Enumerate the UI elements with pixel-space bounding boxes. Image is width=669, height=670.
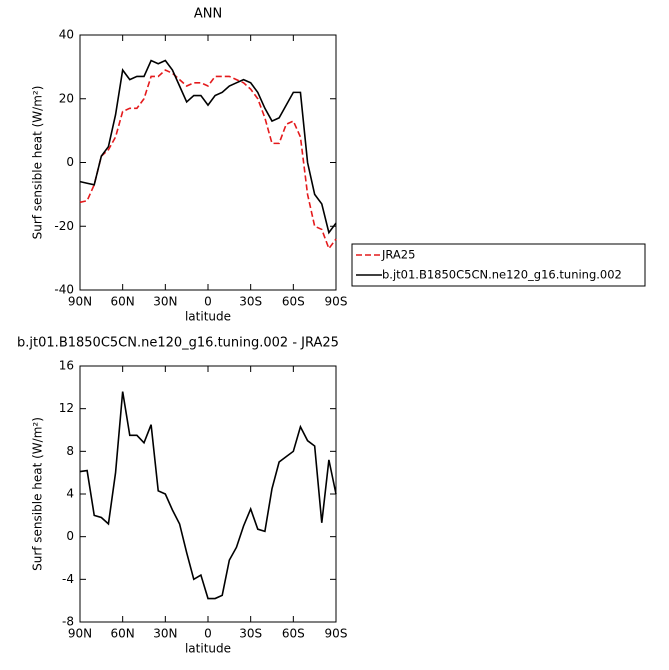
- x-tick-label: 60S: [282, 627, 305, 641]
- x-tick-label: 0: [204, 627, 212, 641]
- x-tick-label: 30N: [153, 295, 177, 309]
- x-axis-label: latitude: [185, 642, 231, 656]
- x-tick-label: 30S: [239, 627, 262, 641]
- data-line: [79, 391, 337, 600]
- x-tick-label: 90N: [68, 627, 92, 641]
- legend-label: JRA25: [381, 248, 415, 262]
- x-tick-label: 90S: [325, 295, 348, 309]
- legend-label: b.jt01.B1850C5CN.ne120_g16.tuning.002: [382, 268, 622, 282]
- x-tick-label: 60N: [111, 627, 135, 641]
- chart-title: ANN: [194, 7, 222, 22]
- x-axis-label: latitude: [185, 310, 231, 324]
- chart-title: b.jt01.B1850C5CN.ne120_g16.tuning.002 - …: [17, 336, 339, 351]
- x-tick-label: 90S: [325, 627, 348, 641]
- plot-frame: [79, 34, 337, 291]
- y-axis-label: Surf sensible heat (W/m²): [31, 86, 45, 240]
- y-tick-label: 20: [59, 91, 74, 105]
- legend-box: [351, 243, 646, 287]
- x-tick-label: 0: [204, 295, 212, 309]
- x-tick-label: 30S: [239, 295, 262, 309]
- y-tick-label: 8: [66, 444, 74, 458]
- data-line: [79, 59, 337, 235]
- y-tick-label: 0: [66, 529, 74, 543]
- data-line: [79, 69, 337, 251]
- y-tick-label: 4: [66, 487, 74, 501]
- y-tick-label: 0: [66, 155, 74, 169]
- x-tick-label: 30N: [153, 627, 177, 641]
- plot-frame: [79, 365, 337, 623]
- y-tick-label: 12: [59, 401, 74, 415]
- y-tick-label: 16: [59, 359, 74, 373]
- x-tick-label: 90N: [68, 295, 92, 309]
- y-tick-label: -4: [62, 572, 74, 586]
- y-tick-label: -8: [62, 615, 74, 629]
- x-tick-label: 60S: [282, 295, 305, 309]
- y-axis-label: Surf sensible heat (W/m²): [31, 417, 45, 571]
- y-tick-label: 40: [59, 28, 74, 42]
- x-tick-label: 60N: [111, 295, 135, 309]
- y-tick-label: -20: [54, 219, 74, 233]
- y-tick-label: -40: [54, 283, 74, 297]
